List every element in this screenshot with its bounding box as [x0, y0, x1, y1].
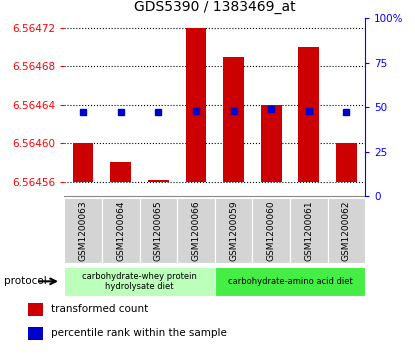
Bar: [139, 198, 177, 263]
Bar: [177, 198, 215, 263]
Bar: [102, 198, 139, 263]
Text: GSM1200062: GSM1200062: [342, 200, 351, 261]
Bar: [215, 267, 365, 296]
Bar: [28, 327, 43, 339]
Bar: [64, 267, 215, 296]
Bar: [186, 28, 206, 182]
Bar: [73, 143, 93, 182]
Text: GSM1200060: GSM1200060: [267, 200, 276, 261]
Bar: [298, 47, 319, 182]
Text: carbohydrate-amino acid diet: carbohydrate-amino acid diet: [227, 277, 352, 286]
Bar: [215, 198, 252, 263]
Text: GSM1200064: GSM1200064: [116, 200, 125, 261]
Text: protocol: protocol: [4, 276, 47, 286]
Text: GSM1200065: GSM1200065: [154, 200, 163, 261]
Text: carbohydrate-whey protein
hydrolysate diet: carbohydrate-whey protein hydrolysate di…: [82, 272, 197, 291]
Text: GSM1200059: GSM1200059: [229, 200, 238, 261]
Bar: [290, 198, 327, 263]
Bar: [223, 57, 244, 182]
Bar: [336, 143, 357, 182]
Title: GDS5390 / 1383469_at: GDS5390 / 1383469_at: [134, 0, 295, 15]
Bar: [148, 180, 168, 182]
Text: GSM1200061: GSM1200061: [304, 200, 313, 261]
Text: transformed count: transformed count: [51, 305, 148, 314]
Text: GSM1200066: GSM1200066: [191, 200, 200, 261]
Text: percentile rank within the sample: percentile rank within the sample: [51, 329, 227, 338]
Bar: [327, 198, 365, 263]
Text: GSM1200063: GSM1200063: [78, 200, 88, 261]
Bar: [28, 303, 43, 315]
Bar: [252, 198, 290, 263]
Bar: [261, 105, 281, 182]
Bar: [64, 198, 102, 263]
Bar: [110, 162, 131, 182]
